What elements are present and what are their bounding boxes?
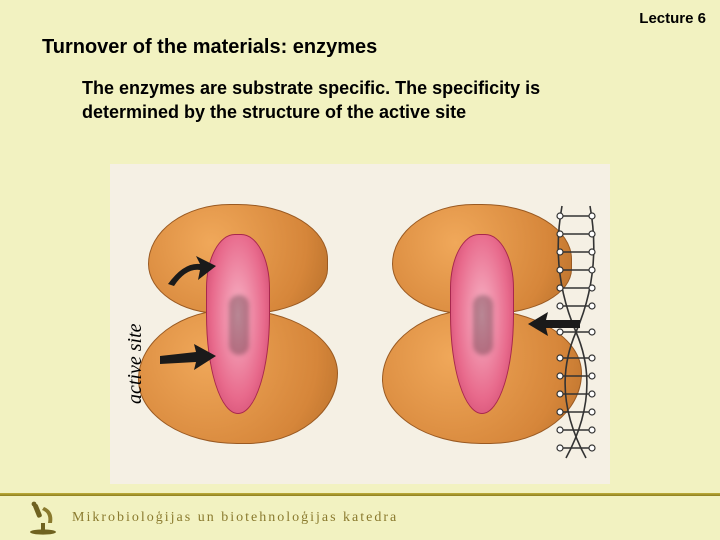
arrow-icon [160,344,216,372]
slide-title: Turnover of the materials: enzymes [42,36,377,59]
arrow-icon [528,312,580,336]
enzyme-right [372,194,592,454]
slide-body-text: The enzymes are substrate specific. The … [82,76,632,125]
lecture-label: Lecture 6 [639,10,706,27]
arrow-icon [166,256,216,290]
active-site-label: active site [124,323,147,404]
enzyme-left: active site [128,194,348,454]
department-name: Mikrobioloģijas un biotehnoloģijas kated… [72,510,398,526]
footer: Mikrobioloģijas un biotehnoloģijas kated… [0,496,720,540]
microscope-icon [28,501,58,535]
enzyme-figure: active site [110,164,610,484]
